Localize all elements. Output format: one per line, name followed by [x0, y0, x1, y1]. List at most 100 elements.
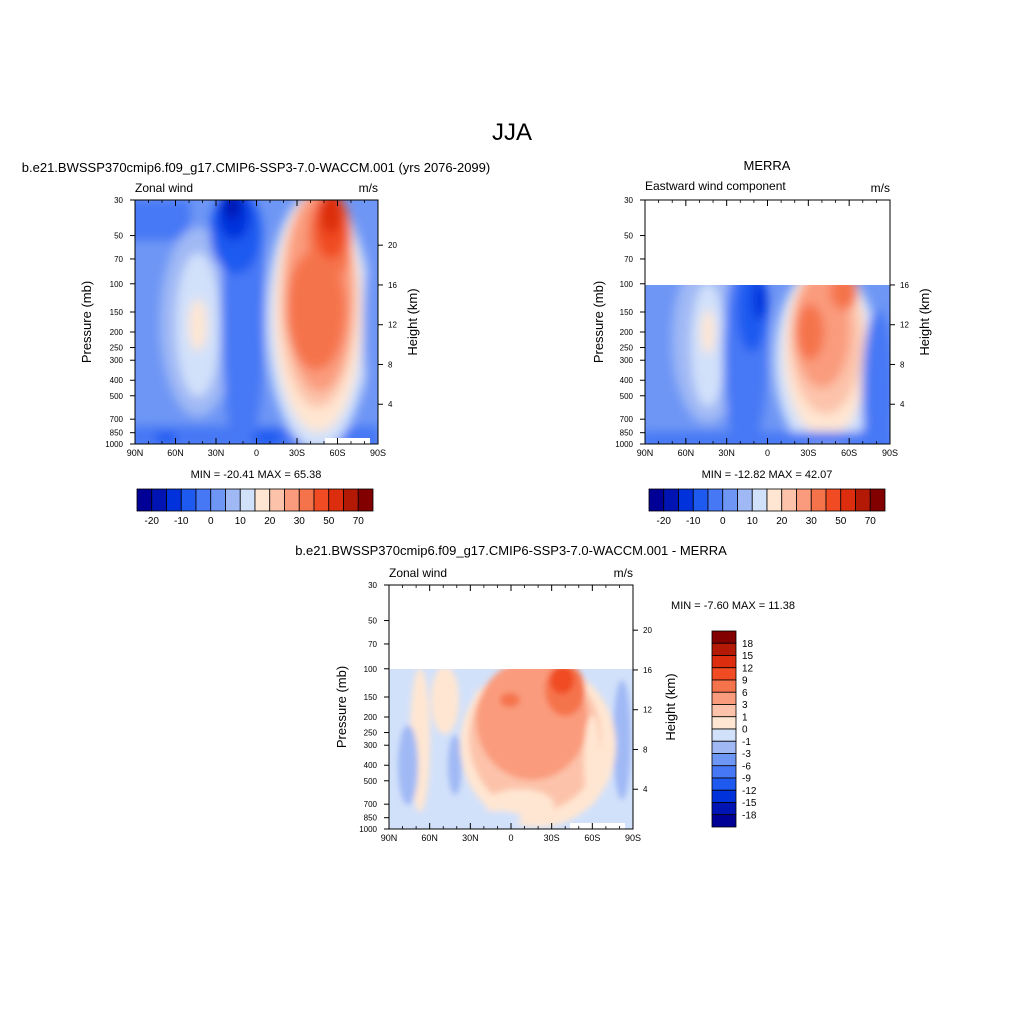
panel-diff-colorbar-label: 15 — [742, 651, 754, 662]
panel-model-y-tick-label: 30 — [114, 196, 123, 205]
panel-merra-axes: 90N 60N 30N 0 30S 60S 90S 30 50 70 100 150 200 250 300… — [615, 196, 909, 458]
panel-model-title: b.e21.BWSSP370cmip6.f09_g17.CMIP6-SSP3-7… — [22, 160, 490, 175]
panel-model-colorbar-cell — [239, 488, 256, 512]
panel-model-colorbar-cell — [269, 488, 285, 512]
panel-model-x-tick-label: 0 — [254, 448, 259, 458]
panel-diff-colorbar-label: 12 — [742, 663, 754, 674]
panel-merra-y2-tick-label: 8 — [900, 360, 905, 369]
panel-diff-y2-tick-label: 20 — [643, 626, 652, 635]
panel-diff-y-tick-label: 300 — [364, 741, 378, 750]
panel-diff-y-tick-label: 70 — [368, 640, 377, 649]
panel-merra-y-tick-label: 200 — [620, 328, 634, 337]
panel-diff-colorbar-label: -9 — [742, 774, 751, 785]
panel-merra-y2-tick-label: 16 — [900, 281, 909, 290]
panel-merra-y-tick-label: 500 — [620, 392, 634, 401]
panel-diff-y-label: Pressure (mb) — [334, 666, 349, 748]
panel-model-y-tick-label: 200 — [110, 328, 124, 337]
panel-merra-y2-tick-label: 12 — [900, 321, 909, 330]
panel-diff-colorbar-cell — [711, 630, 737, 644]
panel-diff-y-tick-label: 150 — [364, 693, 378, 702]
panel-merra-x-tick-label: 30N — [718, 448, 735, 458]
panel-model-y-tick-label: 100 — [110, 280, 124, 289]
panel-model-colorbar-cell — [357, 488, 374, 512]
panel-model-y-tick-label: 300 — [110, 356, 124, 365]
panel-merra-colorbar-label: 10 — [747, 516, 759, 527]
panel-merra-x-tick-label: 90N — [637, 448, 654, 458]
panel-diff-y-tick-label: 100 — [364, 665, 378, 674]
panel-diff-colorbar-label: -18 — [742, 810, 757, 821]
panel-merra-x-tick-label: 60N — [678, 448, 695, 458]
panel-diff: b.e21.BWSSP370cmip6.f09_g17.CMIP6-SSP3-7… — [295, 543, 795, 843]
panel-model-field — [135, 200, 378, 444]
panel-model-x-tick-label: 60S — [329, 448, 345, 458]
panel-diff-colorbar-label: 1 — [742, 712, 748, 723]
panel-diff-x-tick-label: 90S — [625, 833, 641, 843]
panel-diff-y-tick-label: 50 — [368, 617, 377, 626]
panel-model-colorbar-cell — [254, 488, 271, 512]
panel-merra-colorbar-cell — [737, 488, 753, 512]
panel-merra-x-tick-label: 0 — [765, 448, 770, 458]
panel-merra-colorbar-cell — [766, 488, 783, 512]
panel-merra-y-tick-label: 100 — [620, 280, 634, 289]
panel-merra-colorbar-cell — [751, 488, 768, 512]
panel-diff-colorbar-cell — [711, 814, 737, 828]
panel-model-colorbar-cell — [343, 488, 359, 512]
panel-model-y-label: Pressure (mb) — [79, 281, 94, 363]
panel-diff-y2-label: Height (km) — [663, 673, 678, 740]
panel-diff-colorbar-label: -12 — [742, 786, 757, 797]
panel-merra-field — [645, 285, 890, 444]
panel-model-y2-tick-label: 20 — [388, 241, 397, 250]
panel-diff-colorbar-cell — [711, 679, 737, 693]
panel-diff-colorbar-cell — [711, 642, 737, 656]
panel-model-colorbar: -20 -10 0 10 20 30 50 70 — [136, 488, 374, 527]
panel-merra-y-label: Pressure (mb) — [591, 281, 606, 363]
panel-diff-colorbar-cell — [711, 704, 737, 718]
panel-merra-y-tick-label: 70 — [624, 255, 633, 264]
panel-diff-colorbar-cell — [711, 691, 737, 705]
panel-merra-colorbar-label: 70 — [865, 516, 877, 527]
panel-model-y-tick-label: 500 — [110, 392, 124, 401]
panel-model-units-label: m/s — [359, 181, 378, 195]
panel-merra-x-tick-label: 60S — [841, 448, 857, 458]
panel-diff-y2-tick-label: 12 — [643, 706, 652, 715]
panel-merra-colorbar: -20 -10 0 10 20 30 50 70 — [648, 488, 886, 527]
panel-diff-units-label: m/s — [614, 566, 633, 580]
panel-model-variable-label: Zonal wind — [135, 181, 193, 195]
panel-model-colorbar-label: 50 — [323, 516, 335, 527]
panel-diff-colorbar-label: -6 — [742, 761, 751, 772]
panel-merra-y2-tick-label: 4 — [900, 400, 905, 409]
panel-merra-y-tick-label: 30 — [624, 196, 633, 205]
panel-diff-colorbar-label: -1 — [742, 737, 751, 748]
panel-merra-y-tick-label: 300 — [620, 356, 634, 365]
panel-diff-y-tick-label: 700 — [364, 800, 378, 809]
panel-model: b.e21.BWSSP370cmip6.f09_g17.CMIP6-SSP3-7… — [22, 160, 490, 527]
panel-diff-y2-tick-label: 16 — [643, 666, 652, 675]
panel-merra-colorbar-cell — [707, 488, 724, 512]
panel-diff-colorbar-label: 6 — [742, 688, 748, 699]
panel-merra-colorbar-cell — [648, 488, 665, 512]
panel-diff-colorbar-cell — [711, 728, 737, 742]
panel-merra-stats: MIN = -12.82 MAX = 42.07 — [702, 469, 833, 481]
panel-model-y2-tick-label: 8 — [388, 360, 393, 369]
panel-model-y-tick-label: 250 — [110, 344, 124, 353]
panel-model-y-tick-label: 400 — [110, 376, 124, 385]
panel-merra-colorbar-label: 0 — [720, 516, 726, 527]
panel-model-x-tick-label: 90N — [127, 448, 144, 458]
panel-diff-x-tick-label: 60S — [584, 833, 600, 843]
panel-model-y-tick-label: 150 — [110, 308, 124, 317]
panel-diff-colorbar-label: 9 — [742, 676, 748, 687]
panel-merra-units-label: m/s — [871, 181, 890, 195]
panel-diff-y-tick-label: 250 — [364, 729, 378, 738]
panel-diff-x-tick-label: 30S — [544, 833, 560, 843]
panel-diff-y-tick-label: 200 — [364, 713, 378, 722]
panel-diff-colorbar-cell — [711, 753, 737, 767]
panel-diff-y-tick-label: 850 — [364, 814, 378, 823]
panel-model-stats: MIN = -20.41 MAX = 65.38 — [191, 469, 322, 481]
panel-diff-colorbar-cell — [711, 765, 737, 779]
panel-merra-y2-label: Height (km) — [917, 288, 932, 355]
panel-model-y2-tick-label: 4 — [388, 400, 393, 409]
panel-merra-variable-label: Eastward wind component — [645, 179, 786, 193]
panel-model-colorbar-cell — [180, 488, 197, 512]
panel-merra-colorbar-label: 50 — [835, 516, 847, 527]
